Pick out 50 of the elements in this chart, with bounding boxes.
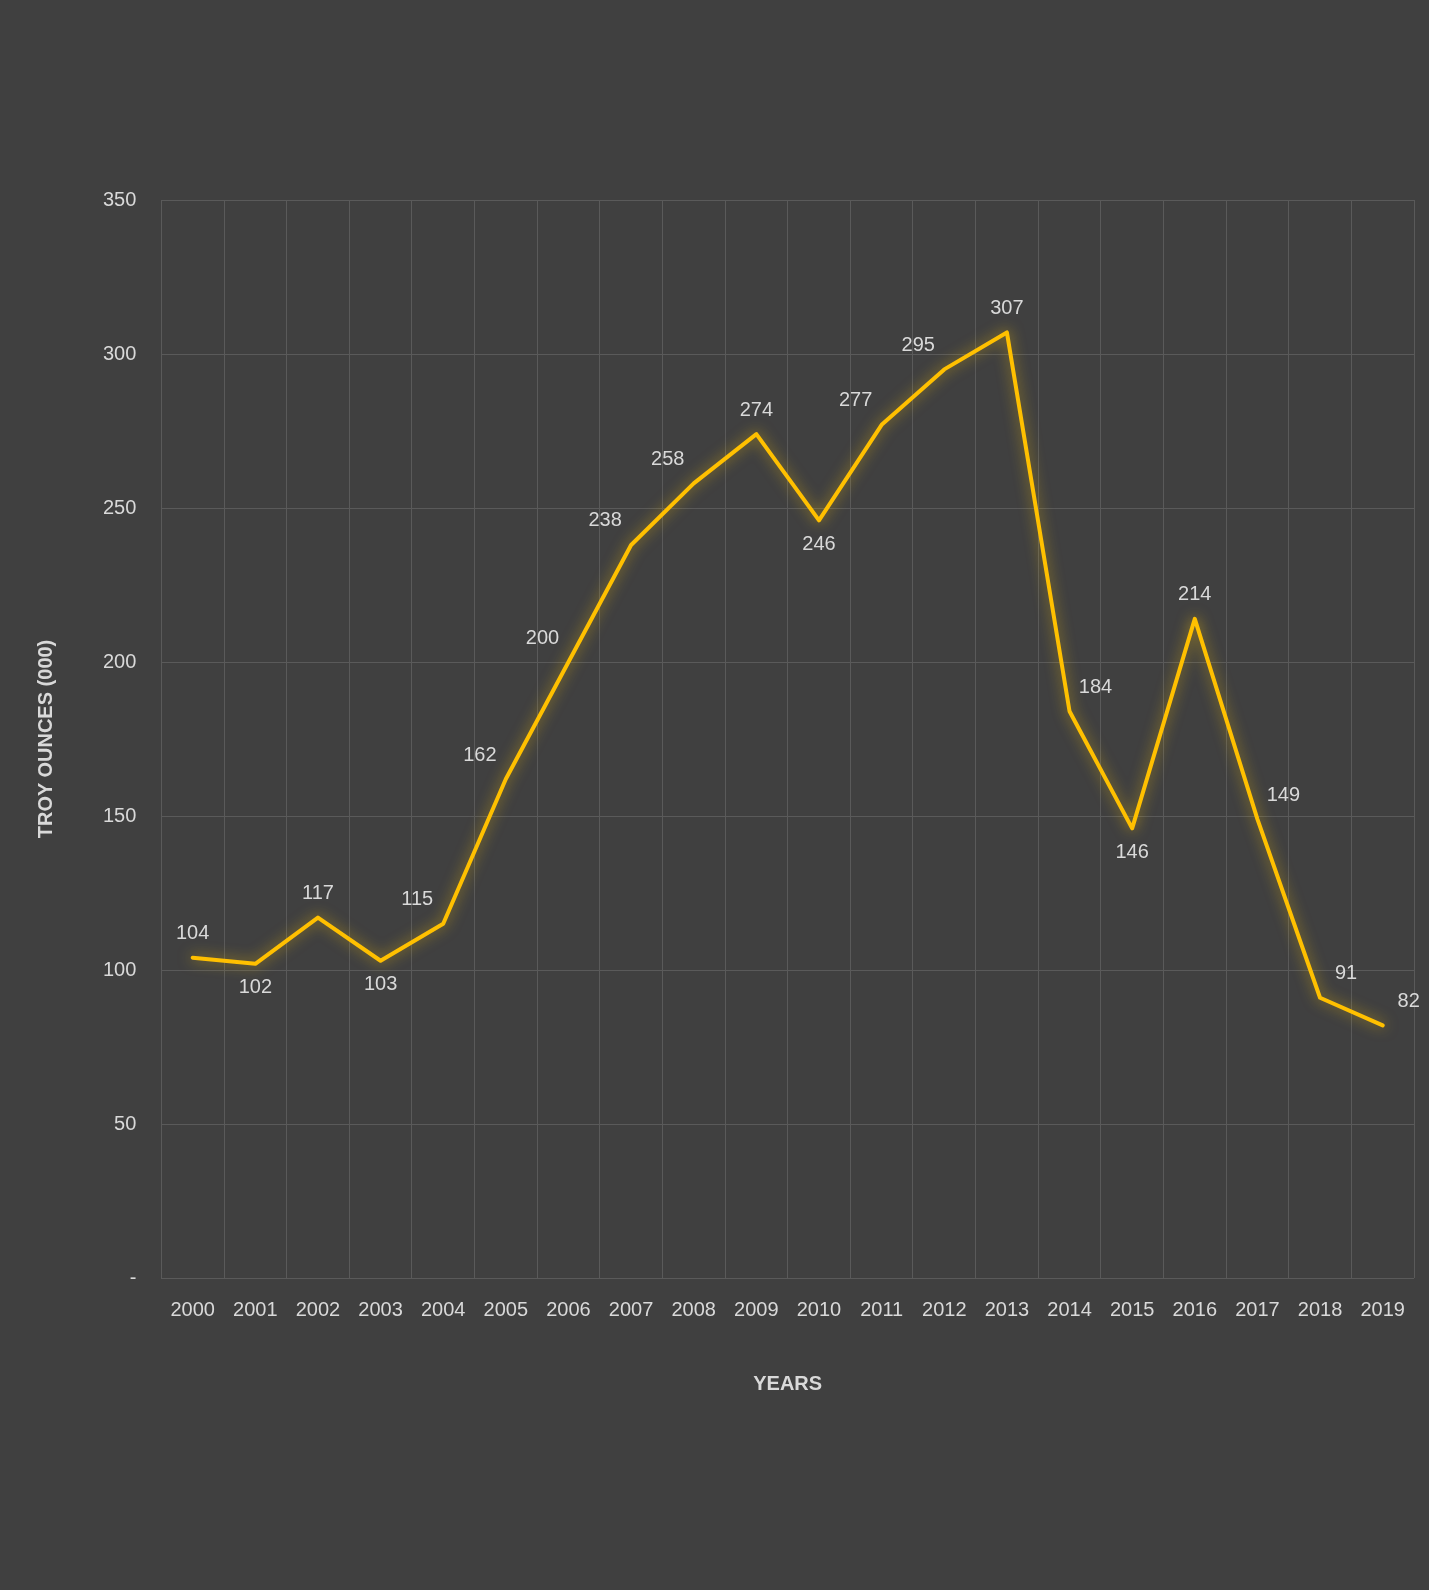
- data-label: 184: [1078, 674, 1113, 697]
- x-tick-label: 2007: [608, 1297, 654, 1320]
- x-tick-label: 2014: [1047, 1297, 1092, 1320]
- y-tick-label: 50: [114, 1111, 137, 1134]
- y-tick-label: 250: [102, 495, 137, 518]
- x-tick-label: 2010: [796, 1297, 842, 1320]
- y-axis-title: TROY OUNCES (000): [33, 639, 56, 839]
- data-label: 162: [463, 742, 497, 765]
- data-label: 104: [176, 921, 210, 944]
- x-tick-label: 2017: [1235, 1297, 1280, 1320]
- x-tick-label: 2011: [860, 1297, 904, 1320]
- x-tick-label: 2016: [1172, 1297, 1218, 1320]
- x-tick-label: 2000: [170, 1297, 215, 1320]
- data-label: 117: [302, 881, 334, 904]
- data-label: 238: [588, 508, 622, 531]
- x-axis-title: YEARS: [753, 1371, 823, 1394]
- y-tick-label: 150: [102, 803, 137, 826]
- y-tick-label: -: [129, 1265, 137, 1288]
- x-tick-label: 2004: [420, 1297, 466, 1320]
- data-label: 146: [1115, 839, 1149, 862]
- data-label: 214: [1178, 582, 1212, 605]
- x-tick-label: 2006: [546, 1297, 591, 1320]
- x-tick-label: 2003: [358, 1297, 403, 1320]
- data-label: 307: [990, 295, 1024, 318]
- data-label: 274: [739, 397, 774, 420]
- x-tick-label: 2018: [1297, 1297, 1343, 1320]
- data-label: 102: [238, 975, 272, 998]
- data-label: 103: [363, 972, 398, 995]
- x-tick-label: 2001: [233, 1297, 278, 1320]
- data-label: 115: [401, 887, 434, 910]
- data-label: 82: [1397, 988, 1420, 1011]
- y-tick-label: 350: [102, 187, 137, 210]
- x-tick-label: 2005: [483, 1297, 529, 1320]
- data-label: 246: [802, 531, 836, 554]
- y-tick-label: 200: [102, 649, 137, 672]
- x-tick-label: 2012: [922, 1297, 967, 1320]
- x-tick-label: 2002: [295, 1297, 341, 1320]
- data-label: 149: [1266, 782, 1301, 805]
- data-label: 91: [1334, 961, 1358, 984]
- data-label: 295: [901, 332, 935, 355]
- x-tick-label: 2015: [1109, 1297, 1155, 1320]
- data-label: 277: [838, 388, 873, 411]
- y-tick-label: 300: [102, 341, 137, 364]
- data-label: 258: [651, 446, 685, 469]
- x-tick-label: 2009: [734, 1297, 779, 1320]
- x-tick-label: 2008: [671, 1297, 716, 1320]
- y-tick-label: 100: [102, 957, 137, 980]
- data-label: 200: [525, 625, 560, 648]
- x-tick-label: 2019: [1360, 1297, 1405, 1320]
- x-tick-label: 2013: [984, 1297, 1030, 1320]
